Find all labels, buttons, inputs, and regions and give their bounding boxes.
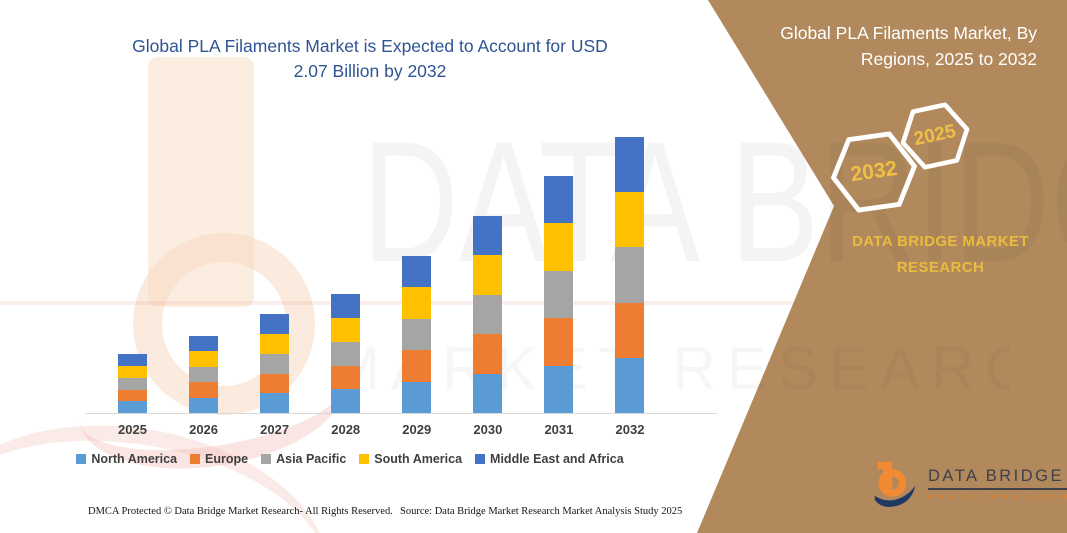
bar-segment-2029-north-america bbox=[402, 381, 432, 413]
bar-segment-2026-north-america bbox=[189, 397, 219, 413]
x-axis-label-2025: 2025 bbox=[118, 422, 147, 437]
x-axis-label-2029: 2029 bbox=[402, 422, 432, 437]
bar-segment-2031-asia-pacific bbox=[544, 270, 574, 319]
logo-name: DATA BRIDGE bbox=[928, 467, 1067, 490]
legend-swatch-icon bbox=[359, 454, 370, 464]
bar-segment-2028-south-america bbox=[331, 318, 361, 342]
legend-label: North America bbox=[91, 452, 178, 466]
chart-title: Global PLA Filaments Market is Expected … bbox=[70, 34, 670, 85]
side-panel-title: Global PLA Filaments Market, By Regions,… bbox=[707, 20, 1037, 73]
bar-segment-2030-asia-pacific bbox=[473, 294, 503, 335]
footer-copyright: DMCA Protected © Data Bridge Market Rese… bbox=[88, 506, 393, 517]
bar-segment-2029-middle-east-and-africa bbox=[402, 255, 432, 288]
legend-swatch-icon bbox=[76, 454, 87, 464]
bar-segment-2027-europe bbox=[260, 373, 290, 394]
bar-segment-2030-north-america bbox=[473, 373, 503, 413]
legend-item-asia-pacific: Asia Pacific bbox=[261, 452, 346, 466]
hexagon-icon bbox=[831, 131, 917, 213]
bar-segment-2027-asia-pacific bbox=[260, 353, 290, 374]
bar-segment-2025-middle-east-and-africa bbox=[118, 354, 147, 367]
bar-segment-2029-south-america bbox=[402, 287, 432, 319]
bar-segment-2025-south-america bbox=[118, 366, 147, 378]
legend-label: South America bbox=[374, 452, 463, 466]
bar-segment-2031-middle-east-and-africa bbox=[544, 175, 574, 224]
bar-segment-2030-south-america bbox=[473, 255, 503, 295]
bar-segment-2030-middle-east-and-africa bbox=[473, 215, 503, 256]
bar-segment-2025-europe bbox=[118, 389, 147, 402]
bar-segment-2026-asia-pacific bbox=[189, 366, 219, 383]
hexagon-badge-2032: 2032 bbox=[822, 126, 926, 218]
hexagon-icon bbox=[900, 102, 970, 170]
chart-title-line2: 2.07 Billion by 2032 bbox=[293, 61, 447, 82]
bar-segment-2026-middle-east-and-africa bbox=[189, 335, 219, 352]
bar-segment-2030-europe bbox=[473, 334, 503, 374]
footer-source: Source: Data Bridge Market Research Mark… bbox=[400, 506, 683, 517]
bar-segment-2029-europe bbox=[402, 350, 432, 382]
logo-text-block: DATA BRIDGE MARKET RESEARCH bbox=[928, 459, 1067, 501]
x-axis-label-2032: 2032 bbox=[615, 422, 645, 437]
legend-item-middle-east-and-africa: Middle East and Africa bbox=[475, 452, 624, 466]
bar-segment-2026-south-america bbox=[189, 351, 219, 367]
watermark-accent-line bbox=[0, 301, 912, 305]
data-bridge-logo: DATA BRIDGE MARKET RESEARCH bbox=[872, 459, 1067, 507]
x-axis-line bbox=[85, 413, 717, 414]
bar-segment-2029-asia-pacific bbox=[402, 318, 432, 351]
bar-segment-2032-north-america bbox=[615, 357, 645, 413]
x-axis-label-2028: 2028 bbox=[331, 422, 361, 437]
legend-item-north-america: North America bbox=[76, 452, 177, 466]
bar-segment-2025-asia-pacific bbox=[118, 377, 147, 390]
bar-segment-2032-asia-pacific bbox=[615, 247, 645, 303]
bar-segment-2028-europe bbox=[331, 365, 361, 390]
x-axis-label-2031: 2031 bbox=[544, 422, 574, 437]
x-axis-label-2027: 2027 bbox=[260, 422, 290, 437]
bar-segment-2031-europe bbox=[544, 318, 574, 366]
bar-segment-2028-middle-east-and-africa bbox=[331, 294, 361, 319]
x-axis-label-2030: 2030 bbox=[473, 422, 503, 437]
legend-label: Europe bbox=[205, 452, 249, 466]
legend-label: Middle East and Africa bbox=[490, 452, 624, 466]
bar-segment-2026-europe bbox=[189, 382, 219, 398]
bar-segment-2025-north-america bbox=[118, 401, 147, 413]
bar-segment-2032-europe bbox=[615, 302, 645, 358]
data-bridge-b-icon bbox=[874, 461, 916, 507]
legend-item-europe: Europe bbox=[190, 452, 248, 466]
legend-label: Asia Pacific bbox=[276, 452, 347, 466]
bar-segment-2027-middle-east-and-africa bbox=[260, 314, 290, 335]
legend-swatch-icon bbox=[475, 454, 486, 464]
brand-heading-line1: DATA BRIDGE MARKET bbox=[852, 233, 1029, 250]
x-axis-label-2026: 2026 bbox=[189, 422, 219, 437]
legend-swatch-icon bbox=[261, 454, 272, 464]
logo-subtitle: MARKET RESEARCH bbox=[928, 492, 1067, 501]
legend-swatch-icon bbox=[190, 454, 201, 464]
bar-segment-2031-south-america bbox=[544, 223, 574, 271]
brand-heading-line2: RESEARCH bbox=[896, 259, 985, 277]
bar-segment-2028-north-america bbox=[331, 389, 361, 413]
bar-segment-2027-south-america bbox=[260, 334, 290, 354]
legend-item-south-america: South America bbox=[359, 452, 462, 466]
brand-heading: DATA BRIDGE MARKET RESEARCH bbox=[838, 229, 1043, 282]
bar-segment-2028-asia-pacific bbox=[331, 341, 361, 366]
bar-segment-2027-north-america bbox=[260, 393, 290, 413]
bar-segment-2031-north-america bbox=[544, 365, 574, 413]
side-panel-title-line1: Global PLA Filaments Market, By bbox=[780, 23, 1037, 43]
side-panel-title-line2: Regions, 2025 to 2032 bbox=[860, 49, 1037, 70]
bar-segment-2032-middle-east-and-africa bbox=[615, 137, 645, 193]
hexagon-badge-2025: 2025 bbox=[892, 97, 978, 175]
chart-legend: North America Europe Asia Pacific South Ame… bbox=[55, 452, 645, 466]
chart-title-line1: Global PLA Filaments Market is Expected … bbox=[132, 36, 608, 56]
bar-segment-2032-south-america bbox=[615, 192, 645, 248]
